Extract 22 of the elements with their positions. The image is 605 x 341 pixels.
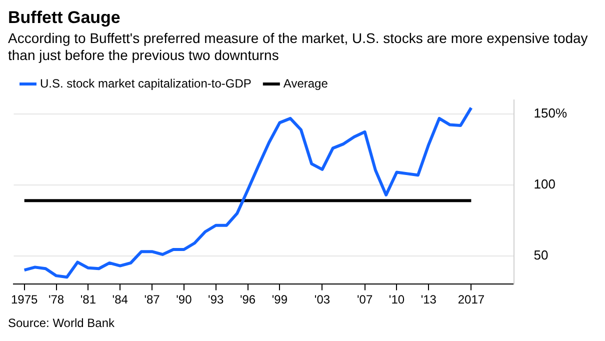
- legend-label: U.S. stock market capitalization-to-GDP: [40, 76, 252, 90]
- x-tick-label: '87: [144, 292, 160, 307]
- y-tick-label: 150%: [534, 106, 568, 121]
- y-tick-label: 50: [534, 247, 548, 262]
- x-tick-label: '99: [272, 292, 288, 307]
- x-tick-label: '81: [80, 292, 96, 307]
- x-tick-label: '90: [176, 292, 192, 307]
- source-note: Source: World Bank: [8, 316, 116, 330]
- chart-subtitle: According to Buffett's preferred measure of the market, U.S. stocks are more expensive today than just before the previous two downturns: [8, 30, 589, 64]
- x-tick-label: '96: [240, 292, 256, 307]
- chart-title: Buffett Gauge: [8, 8, 122, 28]
- x-tick-label: '78: [48, 292, 64, 307]
- x-tick-label: 1975: [10, 292, 38, 307]
- x-tick-label: '03: [314, 292, 330, 307]
- y-tick-label: 100: [534, 176, 556, 192]
- x-tick-label: '84: [112, 292, 128, 307]
- x-tick-label: '07: [356, 292, 373, 307]
- x-tick-label: '93: [208, 292, 224, 307]
- x-tick-label: 2017: [458, 292, 485, 307]
- x-tick-label: '13: [420, 292, 437, 307]
- legend-label: Average: [283, 76, 328, 90]
- x-tick-label: '10: [388, 292, 405, 307]
